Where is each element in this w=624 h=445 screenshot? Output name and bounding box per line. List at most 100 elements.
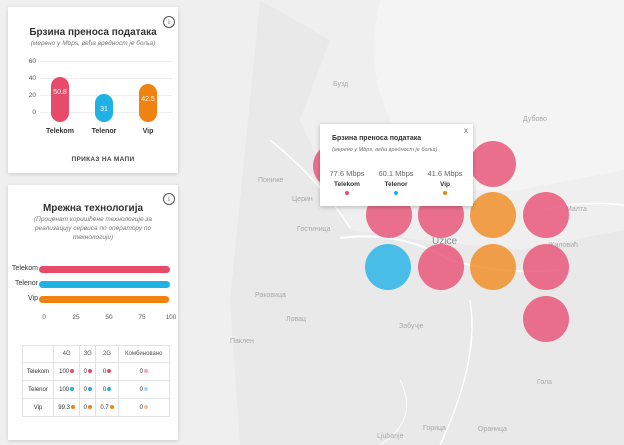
- popup-operator-name: Telenor: [384, 181, 408, 188]
- coverage-circle[interactable]: [365, 244, 411, 290]
- color-dot-icon: [70, 386, 75, 391]
- table-cell: 0: [79, 362, 97, 381]
- table-cell: 0: [95, 380, 119, 399]
- popup-subtitle: (мерено у Mbps, већа вредност је боља): [332, 147, 438, 153]
- technology-table: 4G 3G 2G Комбиновано Telekom 100 0 0 0 T…: [22, 345, 171, 417]
- technology-panel: Мрежна технологија i (Проценат коришћене…: [8, 185, 178, 440]
- color-dot-icon: [70, 368, 75, 373]
- coverage-circle[interactable]: [470, 192, 516, 238]
- bar-value-label: 42.5: [141, 95, 155, 103]
- table-header-row: 4G 3G 2G Комбиновано: [22, 345, 171, 363]
- table-cell: 0.7: [95, 398, 119, 417]
- bar-category-label: Vip: [28, 295, 38, 302]
- bar-value-label: 31: [100, 105, 108, 113]
- map-place-label: Пониже: [258, 177, 284, 184]
- popup-operator-name: Telekom: [334, 181, 360, 188]
- table-cell: 0: [79, 398, 97, 417]
- x-tick-label: 25: [72, 314, 80, 321]
- speed-bar: 42.5: [139, 83, 157, 122]
- table-row: Telekom 100 0 0 0: [22, 362, 171, 381]
- y-tick-label: 0: [32, 109, 36, 116]
- bar-value-label: 50.8: [53, 88, 67, 96]
- table-header: 4G: [52, 345, 81, 363]
- y-tick-label: 20: [28, 92, 36, 99]
- speed-bar: 31: [95, 93, 113, 122]
- table-header: Комбиновано: [117, 345, 171, 363]
- y-tick-label: 40: [28, 75, 36, 82]
- color-dot-icon: [143, 404, 148, 409]
- table-row: Telenor 100 0 0 0: [22, 380, 171, 399]
- map-place-label: Забучје: [399, 323, 424, 330]
- cell-value: 100: [59, 386, 70, 393]
- table-cell: 0: [117, 362, 171, 381]
- technology-bar: [39, 266, 170, 273]
- map-place-label: Малта: [566, 206, 587, 213]
- speed-panel: Брзина преноса података i (мерено у Mbps…: [8, 7, 178, 173]
- coverage-circle[interactable]: [523, 192, 569, 238]
- table-cell: 0: [117, 380, 171, 399]
- info-icon[interactable]: i: [163, 16, 175, 28]
- table-cell: 0: [95, 362, 119, 381]
- technology-panel-subtitle: (Проценат коришћене технологије за реали…: [34, 216, 152, 241]
- popup-speed-value: 77.6 Mbps: [329, 169, 365, 178]
- popup-operator: 60.1 Mbps Telenor: [373, 169, 419, 195]
- cell-value: 99.3: [58, 404, 70, 411]
- cell-value: 0: [83, 386, 87, 393]
- close-icon[interactable]: x: [464, 126, 468, 135]
- color-dot-icon: [107, 386, 112, 391]
- x-tick-label: 0: [42, 314, 46, 321]
- show-on-map-button[interactable]: ПРИКАЗ НА МАПИ: [71, 156, 135, 163]
- color-dot-icon: [107, 368, 112, 373]
- cell-value: 0: [102, 386, 107, 393]
- coverage-circle[interactable]: [470, 141, 516, 187]
- table-header: [22, 345, 54, 363]
- speed-panel-subtitle: (мерено у Mbps, већа вредност је боља): [30, 40, 156, 47]
- bar-category-label: Telenor: [91, 128, 117, 135]
- cell-value: 0: [139, 404, 143, 411]
- color-dot-icon: [87, 386, 92, 391]
- map-place-label: Ораница: [478, 426, 507, 433]
- map-place-label: Бузд: [333, 81, 349, 88]
- grid-line: [40, 61, 172, 62]
- cell-value: 0: [102, 368, 107, 375]
- color-dot-icon: [109, 404, 114, 409]
- operator-cell: Telenor: [22, 380, 54, 399]
- coverage-circle[interactable]: [523, 296, 569, 342]
- table-cell: 100: [52, 362, 81, 381]
- technology-panel-title: Мрежна технологија: [42, 203, 144, 214]
- bar-category-label: Telenor: [15, 280, 38, 287]
- map-place-label: Раковица: [255, 292, 286, 299]
- cell-value: 0: [139, 386, 143, 393]
- table-cell: 100: [52, 380, 81, 399]
- cell-value: 0: [83, 368, 87, 375]
- map-place-label: Церин: [292, 196, 313, 203]
- coverage-circle[interactable]: [523, 244, 569, 290]
- speed-popup: x Брзина преноса података (мерено у Mbps…: [320, 124, 473, 206]
- map-place-label: Горица: [423, 425, 446, 432]
- popup-operator: 77.6 Mbps Telekom: [324, 169, 370, 195]
- map-place-label: Ljubanje: [377, 433, 404, 440]
- table-row: Vip 99.3 0 0.7 0: [22, 398, 171, 417]
- map-place-label: Паклен: [230, 338, 254, 345]
- speed-bar: 50.8: [51, 76, 69, 122]
- coverage-circle[interactable]: [470, 244, 516, 290]
- color-dot-icon: [143, 386, 148, 391]
- map-place-label: Uzice: [432, 236, 458, 247]
- popup-speed-value: 60.1 Mbps: [378, 169, 414, 178]
- table-cell: 0: [79, 380, 97, 399]
- coverage-circle[interactable]: [418, 244, 464, 290]
- cell-value: 0.7: [100, 404, 109, 411]
- map-place-label: Дубово: [523, 116, 547, 123]
- popup-operator: 41.6 Mbps Vip: [422, 169, 468, 195]
- color-dot-icon: [87, 404, 92, 409]
- bar-category-label: Vip: [142, 128, 154, 135]
- color-dot-icon: [70, 404, 75, 409]
- table-cell: 99.3: [52, 398, 81, 417]
- operator-cell: Telekom: [22, 362, 54, 381]
- bar-category-label: Telekom: [11, 265, 38, 272]
- cell-value: 100: [59, 368, 70, 375]
- map-place-label: Жиловић: [548, 242, 578, 249]
- y-tick-label: 60: [28, 58, 36, 65]
- info-icon[interactable]: i: [163, 193, 175, 205]
- cell-value: 0: [139, 368, 143, 375]
